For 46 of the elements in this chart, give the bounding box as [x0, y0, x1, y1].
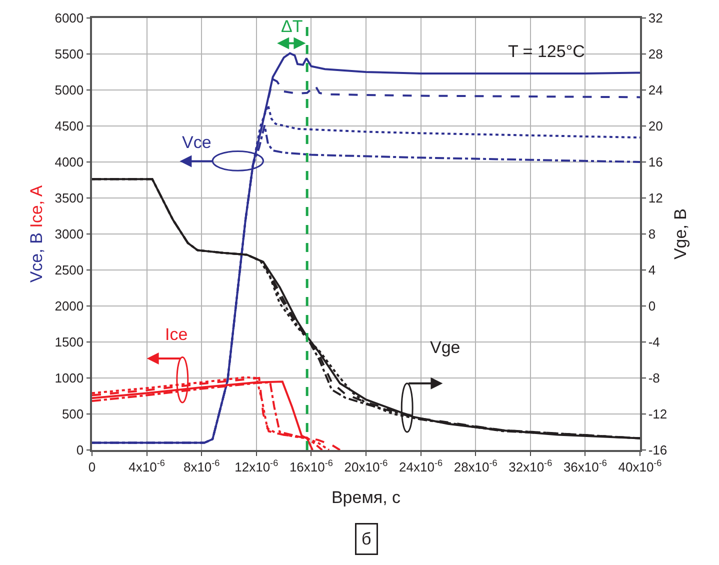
- y2-tick-label: 20: [648, 118, 663, 134]
- y-tick-label: 4000: [54, 154, 84, 170]
- y2-tick-label: -16: [648, 442, 668, 458]
- annotation: ΔT: [281, 17, 303, 36]
- y2-tick-label: 0: [648, 298, 656, 314]
- x-tick-label: 8x10$^{-6}$: [183, 458, 220, 474]
- annotation: T = 125°C: [508, 42, 585, 61]
- y2-tick-label: -8: [648, 370, 660, 386]
- y-tick-label: 2500: [54, 262, 84, 278]
- y-tick-label: 2000: [54, 298, 84, 314]
- y-tick-label: 500: [62, 406, 84, 422]
- y-tick-label: 5500: [54, 46, 84, 62]
- x-tick-label: 0: [88, 459, 96, 474]
- y2-tick-label: 8: [648, 226, 656, 242]
- x-tick-label: 4x10$^{-6}$: [128, 458, 165, 474]
- y-tick-label: 0: [76, 442, 84, 458]
- y-axis-title: Vce, B Ice, A: [26, 184, 46, 283]
- y2-tick-label: 28: [648, 46, 663, 62]
- x-axis-title: Время, с: [331, 488, 402, 508]
- text: б: [362, 530, 372, 548]
- y-tick-label: 1000: [54, 370, 84, 386]
- x-tick-label: 24x10$^{-6}$: [399, 458, 443, 474]
- annotation: Vce: [182, 133, 212, 152]
- y2-tick-label: 32: [648, 10, 663, 26]
- y2-axis-title: Vge, B: [671, 208, 690, 260]
- y2-tick-label: 4: [648, 262, 656, 278]
- x-tick-label: 12x10$^{-6}$: [234, 458, 278, 474]
- y-tick-label: 5000: [54, 82, 84, 98]
- y2-tick-label: -12: [648, 406, 668, 422]
- x-tick-label: 36x10$^{-6}$: [563, 458, 607, 474]
- y2-tick-label: 16: [648, 154, 663, 170]
- y-tick-label: 6000: [54, 10, 84, 26]
- y-tick-label: 3000: [54, 226, 84, 242]
- y-tick-label: 3500: [54, 190, 84, 206]
- x-tick-label: 16x10$^{-6}$: [289, 458, 333, 474]
- y-tick-label: 4500: [54, 118, 84, 134]
- y2-tick-label: -4: [648, 334, 660, 350]
- y2-tick-label: 24: [648, 82, 663, 98]
- x-tick-label: 32x10$^{-6}$: [508, 458, 552, 474]
- y-tick-label: 1500: [54, 334, 84, 350]
- annotation: Ice: [165, 325, 188, 344]
- y2-tick-label: 12: [648, 190, 663, 206]
- x-tick-label: 20x10$^{-6}$: [344, 458, 388, 474]
- annotation: Vge: [430, 338, 460, 357]
- x-tick-label: 28x10$^{-6}$: [454, 458, 498, 474]
- x-tick-label: 40x10$^{-6}$: [618, 458, 662, 474]
